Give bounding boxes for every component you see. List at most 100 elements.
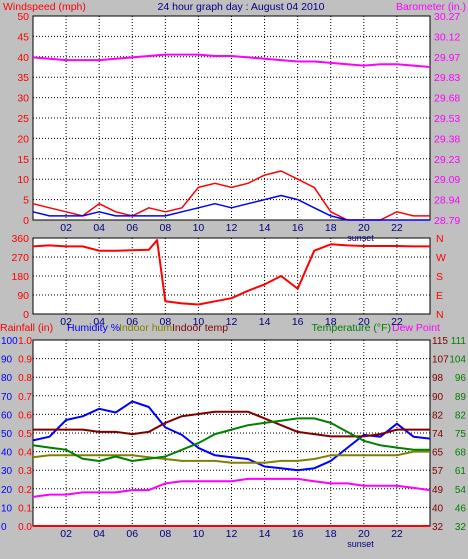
temperature-tick-label-alt: 68 [455,448,467,459]
hour-tick-label: 02 [60,528,72,540]
hour-tick-label: 04 [93,316,105,328]
hour-tick-label: 20 [358,528,370,540]
hour-tick-label: 02 [60,316,72,328]
temperature-tick-label-alt: 75 [455,429,467,440]
windspeed-tick-label: 20 [17,133,29,145]
hour-tick-label: 20 [358,316,370,328]
barometer-tick-label: 28.79 [434,215,460,227]
indoor-hum-label: Indoor hum [119,322,172,334]
temperature-tick-label: 90 [432,392,444,403]
temperature-tick-label: 82 [432,410,444,421]
barometer-tick-label: 29.53 [434,113,460,125]
direction-degree-tick-label: 180 [11,271,29,283]
direction-compass-tick-label: N [436,309,444,321]
humidity-tick-label: 20 [1,485,13,496]
hour-tick-label: 20 [358,222,370,234]
temperature-tick-label-alt: 104 [449,355,466,366]
hour-tick-label: 12 [226,222,238,234]
direction-degree-tick-label: 90 [17,290,29,302]
direction-degree-tick-label: 360 [11,233,29,245]
humidity-tick-label: 90 [1,355,13,366]
windspeed-tick-label: 15 [17,154,29,166]
hour-tick-label: 14 [259,528,271,540]
temperature-tick-label-alt: 32 [455,522,467,533]
hour-tick-label: 10 [193,222,205,234]
windspeed-tick-label: 10 [17,174,29,186]
rainfall-tick-label: 0.6 [18,410,32,421]
axis-tick-layer: 02 04 06 08 10 12 14 16 18 20 22 02 04 06 08 10 12 14 16 18… [1,11,466,549]
barometer-tick-label: 29.23 [434,154,460,166]
windspeed-tick-label: 35 [17,72,29,84]
hour-tick-label: 08 [159,222,171,234]
humidity-tick-label: 30 [1,466,13,477]
temperature-tick-label: 98 [432,373,444,384]
hour-tick-label: 14 [259,222,271,234]
rainfall-tick-label: 0.4 [18,448,32,459]
rainfall-tick-label: 0.7 [18,392,32,403]
rainfall-tick-label: 0.8 [18,373,32,384]
barometer-tick-label: 29.97 [434,52,460,64]
hour-tick-label: 12 [226,528,238,540]
hour-tick-label: 06 [126,528,138,540]
barometer-series-line [32,53,431,68]
barometer-tick-label: 29.38 [434,133,460,145]
barometer-tick-label: 30.27 [434,11,460,23]
hour-tick-label: 10 [193,316,205,328]
barometer-tick-label: 29.83 [434,72,460,84]
windspeed-tick-label: 5 [23,195,29,207]
hour-tick-label: 18 [325,222,337,234]
rainfall-tick-label: 0.2 [18,485,32,496]
indoor-hum-series-line [32,450,430,464]
windspeed-tick-label: 25 [17,113,29,125]
temperature-tick-label-alt: 111 [451,336,467,347]
sunset-label: sunset [347,539,374,549]
hour-tick-label: 08 [159,316,171,328]
windspeed-tick-label: 50 [17,11,29,23]
indoor-temp-series-line [33,410,430,438]
rainfall-tick-label: 0.1 [18,503,32,514]
temperature-tick-label-alt: 89 [455,392,467,403]
dew-point-series-line [32,477,431,498]
temperature-tick-label-alt: 61 [455,466,467,477]
hour-tick-label: 06 [126,222,138,234]
humidity-tick-label: 60 [1,410,13,421]
temperature-tick-label: 49 [432,485,444,496]
hour-tick-label: 18 [325,528,337,540]
humidity-tick-label: 0 [1,522,7,533]
humidity-tick-label: 80 [1,373,13,384]
hour-tick-label: 04 [93,222,105,234]
direction-compass-tick-label: N [436,233,444,245]
rainfall-tick-label: 1.0 [18,336,32,347]
hour-tick-label: 22 [391,528,403,540]
humidity-tick-label: 10 [1,503,13,514]
direction-degree-tick-label: 0 [23,309,29,321]
temperature-series-line [32,417,430,462]
temperature-tick-label: 107 [432,355,449,366]
temperature-tick-label-alt: 54 [455,485,467,496]
hour-tick-label: 22 [391,316,403,328]
rainfall-tick-label: 0.9 [18,355,32,366]
direction-compass-tick-label: E [436,290,443,302]
temperature-tick-label-alt: 46 [455,503,467,514]
temperature-tick-label: 32 [432,522,444,533]
hour-tick-label: 16 [292,222,304,234]
hour-tick-label: 16 [292,528,304,540]
temperature-tick-label: 74 [432,429,444,440]
windspeed-axis-title: Windspeed (mph) [3,1,86,13]
temperature-label: Temperature (°F) [312,322,391,334]
wind-direction-series-line [32,239,430,306]
temperature-tick-label: 57 [432,466,444,477]
barometer-tick-label: 30.12 [434,31,460,43]
hour-tick-label: 14 [259,316,271,328]
temperature-tick-label: 40 [432,503,444,514]
temperature-tick-label-alt: 82 [455,410,467,421]
hour-tick-label: 08 [159,528,171,540]
barometer-tick-label: 29.09 [434,174,460,186]
direction-compass-tick-label: W [436,252,446,264]
hour-tick-label: 12 [226,316,238,328]
barometer-tick-label: 29.68 [434,93,460,105]
direction-compass-tick-label: S [436,271,443,283]
sunset-label: sunset [347,233,374,243]
humidity-tick-label: 40 [1,448,13,459]
